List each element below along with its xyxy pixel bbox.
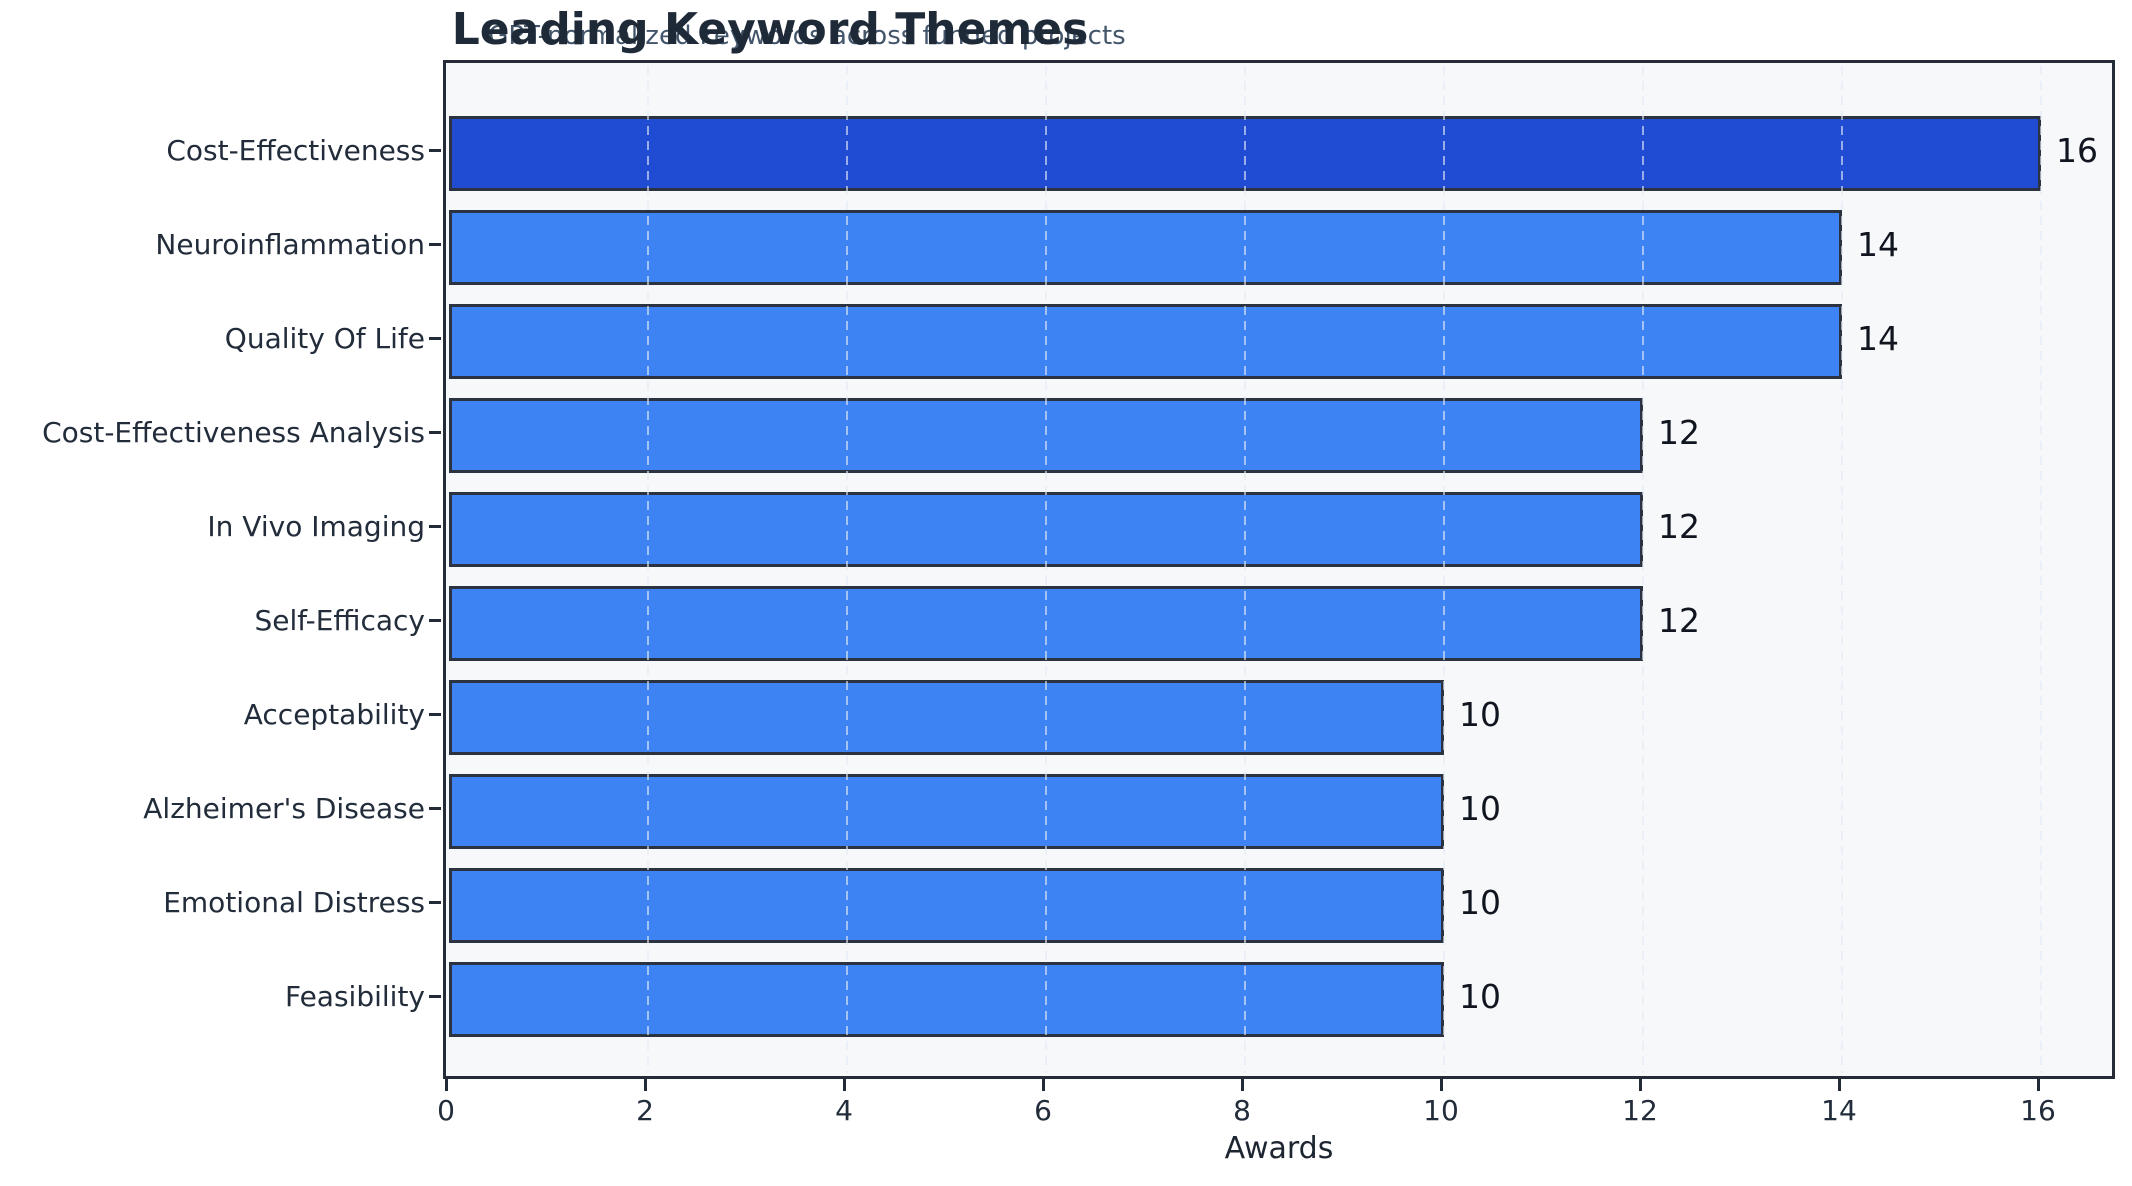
- gridline-x-6: [1045, 66, 1047, 1073]
- gridline-x-12: [1642, 66, 1644, 1073]
- y-tick-mark: [429, 713, 441, 716]
- y-category-label: Neuroinflammation: [155, 227, 425, 261]
- gridline-x-14: [1841, 66, 1843, 1073]
- gridline-x-10: [1443, 66, 1445, 1073]
- chart-subtitle: GPT-normalized keywords across funded pr…: [488, 21, 1126, 51]
- bar-value-label: 10: [1459, 694, 1501, 734]
- bar-2: [449, 304, 1842, 379]
- bar-6: [449, 680, 1444, 755]
- y-tick-mark: [429, 807, 441, 810]
- bar-value-label: 10: [1459, 882, 1501, 922]
- y-tick-mark: [429, 431, 441, 434]
- y-tick-mark: [429, 901, 441, 904]
- x-tick-label: 6: [1034, 1094, 1052, 1127]
- x-axis-label: Awards: [1224, 1131, 1334, 1166]
- x-tick-label: 16: [2020, 1094, 2056, 1127]
- bar-value-label: 10: [1459, 788, 1501, 828]
- y-tick-mark: [429, 337, 441, 340]
- y-category-label: Cost-Effectiveness Analysis: [42, 415, 425, 449]
- x-tick-label: 2: [636, 1094, 654, 1127]
- x-tick-mark: [1837, 1079, 1841, 1091]
- bar-value-label: 10: [1459, 976, 1501, 1016]
- x-tick-mark: [842, 1079, 846, 1091]
- y-category-label: Quality Of Life: [224, 321, 425, 355]
- bar-value-label: 12: [1658, 506, 1700, 546]
- x-tick-label: 8: [1233, 1094, 1251, 1127]
- bar-value-label: 16: [2056, 130, 2098, 170]
- x-tick-label: 10: [1423, 1094, 1459, 1127]
- x-tick-mark: [444, 1079, 448, 1091]
- gridline-x-8: [1244, 66, 1246, 1073]
- y-tick-mark: [429, 243, 441, 246]
- bar-value-label: 14: [1857, 318, 1899, 358]
- y-tick-mark: [429, 525, 441, 528]
- x-tick-mark: [1638, 1079, 1642, 1091]
- x-tick-label: 0: [437, 1094, 455, 1127]
- y-category-label: Alzheimer's Disease: [143, 791, 425, 825]
- x-tick-label: 12: [1622, 1094, 1658, 1127]
- y-category-label: Cost-Effectiveness: [166, 133, 425, 167]
- gridline-x-4: [846, 66, 848, 1073]
- x-tick-mark: [2036, 1079, 2040, 1091]
- x-tick-mark: [643, 1079, 647, 1091]
- x-tick-label: 14: [1821, 1094, 1857, 1127]
- y-category-label: In Vivo Imaging: [207, 509, 425, 543]
- bar-value-label: 14: [1857, 224, 1899, 264]
- y-category-label: Feasibility: [285, 979, 425, 1013]
- y-tick-mark: [429, 619, 441, 622]
- bar-7: [449, 774, 1444, 849]
- x-tick-mark: [1439, 1079, 1443, 1091]
- y-tick-mark: [429, 995, 441, 998]
- x-tick-label: 4: [835, 1094, 853, 1127]
- y-category-label: Emotional Distress: [163, 885, 425, 919]
- bar-1: [449, 210, 1842, 285]
- gridline-x-2: [647, 66, 649, 1073]
- y-category-label: Acceptability: [243, 697, 425, 731]
- y-category-label: Self-Efficacy: [254, 603, 426, 637]
- x-tick-mark: [1041, 1079, 1045, 1091]
- x-tick-mark: [1240, 1079, 1244, 1091]
- y-tick-mark: [429, 149, 441, 152]
- bar-value-label: 12: [1658, 600, 1700, 640]
- plot-area: [443, 60, 2115, 1079]
- bar-value-label: 12: [1658, 412, 1700, 452]
- gridline-x-16: [2040, 66, 2042, 1073]
- chart-title: Leading Keyword Themes: [451, 4, 1089, 55]
- bar-8: [449, 868, 1444, 943]
- bar-9: [449, 962, 1444, 1037]
